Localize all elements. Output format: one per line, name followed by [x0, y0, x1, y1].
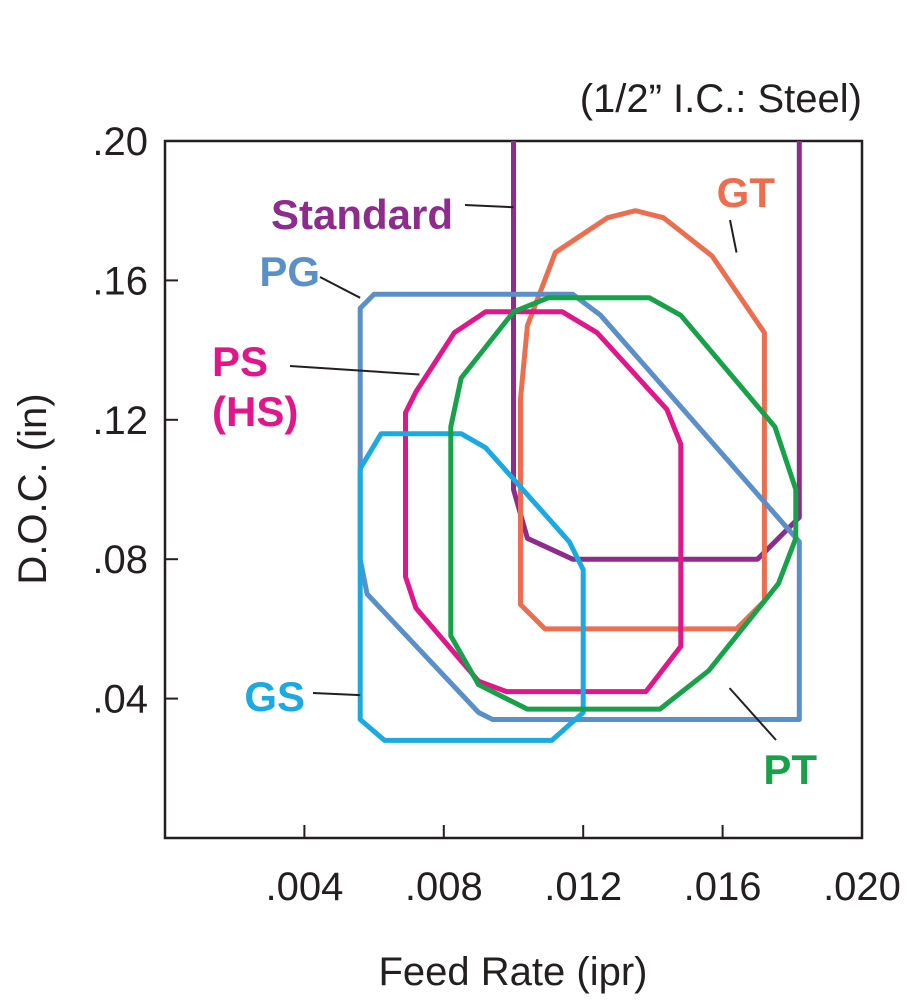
region-pg: [357, 291, 802, 722]
leader-gs: [312, 692, 361, 697]
region-pt: [448, 295, 799, 712]
region-ps-hs: [403, 309, 684, 695]
y-tick-label: .04: [92, 678, 148, 722]
y-axis-title: D.O.C. (in): [11, 393, 55, 584]
label-pt: PT: [763, 746, 817, 793]
region-gs: [357, 431, 586, 743]
x-tick-label: .008: [405, 865, 483, 909]
y-tick-label: .12: [92, 399, 148, 443]
regions: [357, 141, 802, 743]
leader-standard: [464, 204, 514, 209]
leader-lines: [289, 204, 777, 741]
leader-pt: [728, 687, 777, 741]
region-standard: [511, 141, 802, 562]
leader-ps-hs: [289, 365, 420, 376]
leader-gt: [729, 219, 738, 253]
x-axis: .004 .008 .012 .016 .020: [265, 825, 901, 909]
leader-pg: [319, 276, 361, 299]
label-gt: GT: [717, 169, 776, 216]
y-tick-label: .16: [92, 259, 148, 303]
label-gs: GS: [244, 673, 305, 720]
label-ps-hs: PS: [212, 338, 268, 385]
x-tick-label: .020: [823, 865, 901, 909]
x-tick-label: .004: [265, 865, 343, 909]
series-labels: Standard GT PG PS(HS) GS PT: [212, 169, 817, 793]
chart-annotation: (1/2” I.C.: Steel): [580, 77, 862, 121]
label-ps-hs: (HS): [212, 388, 298, 435]
x-tick-label: .012: [544, 865, 622, 909]
x-axis-title: Feed Rate (ipr): [379, 950, 648, 994]
label-standard: Standard: [271, 191, 453, 238]
y-tick-label: .08: [92, 538, 148, 582]
label-pg: PG: [259, 248, 320, 295]
y-tick-label: .20: [92, 120, 148, 164]
y-axis: .04 .08 .12 .16 .20: [92, 120, 178, 722]
region-gt: [518, 208, 767, 632]
x-tick-label: .016: [684, 865, 762, 909]
